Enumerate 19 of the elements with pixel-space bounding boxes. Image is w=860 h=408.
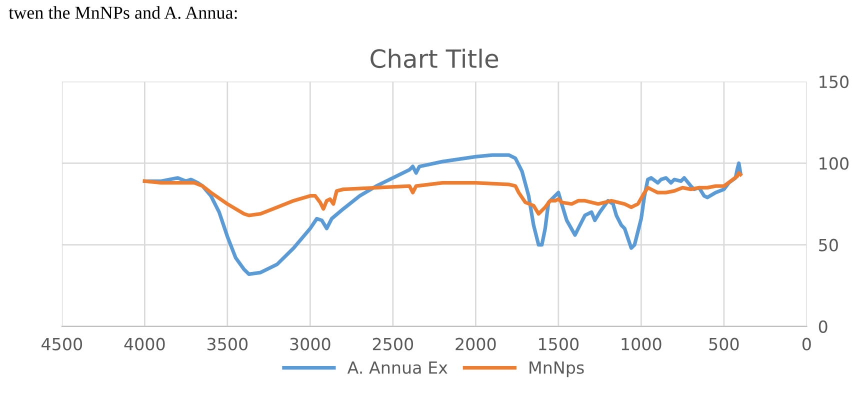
- y-tick-label: 0: [818, 320, 828, 333]
- x-tick-label: 2500: [372, 338, 414, 350]
- x-tick-label: 4000: [124, 338, 165, 350]
- legend-label: A. Annua Ex: [347, 361, 448, 374]
- text: twen the MnNPs and A. Annua:: [8, 6, 237, 19]
- y-tick-label: 100: [820, 157, 848, 170]
- x-tick-label: 1000: [622, 338, 662, 350]
- x-tick-label: 4500: [42, 338, 82, 350]
- x-tick-label: 500: [709, 338, 739, 350]
- x-tick-label: 0: [802, 338, 811, 350]
- x-tick-label: 1500: [539, 338, 579, 350]
- y-tick-label: 150: [820, 76, 848, 88]
- legend-label: MnNps: [530, 361, 584, 378]
- y-tick-label: 50: [819, 238, 838, 252]
- line-series: [142, 171, 742, 218]
- x-tick-label: 2000: [456, 338, 496, 350]
- chart-title: Chart Title: [370, 48, 498, 68]
- x-tick-label: 3500: [207, 338, 248, 350]
- x-tick-label: 3000: [290, 338, 330, 350]
